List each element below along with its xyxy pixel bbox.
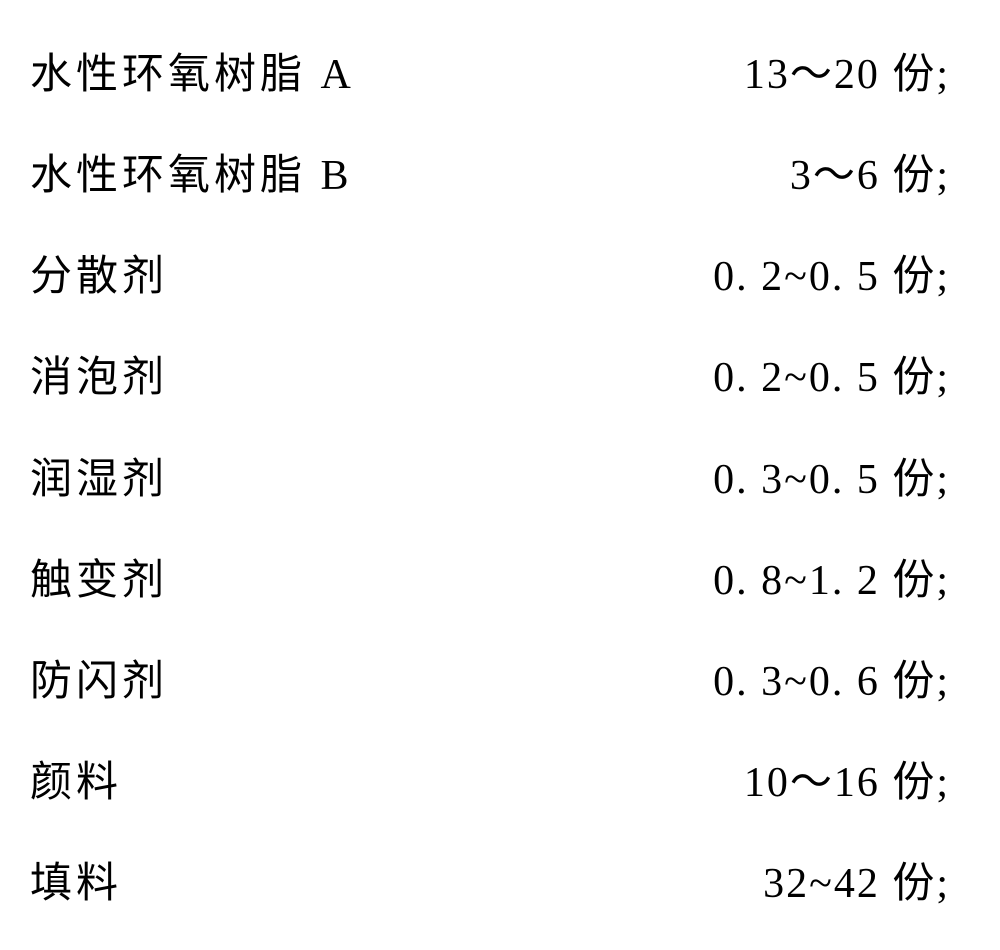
table-row: 防闪剂 0. 3~0. 6 份; xyxy=(30,647,950,708)
ingredient-value: 0. 8~1. 2 份; xyxy=(713,546,950,607)
table-row: 触变剂 0. 8~1. 2 份; xyxy=(30,546,950,607)
ingredient-value: 0. 3~0. 5 份; xyxy=(713,445,950,506)
ingredient-value: 3～6 份; xyxy=(790,141,950,202)
table-row: 分散剂 0. 2~0. 5 份; xyxy=(30,242,950,303)
table-row: 水性环氧树脂 B 3～6 份; xyxy=(30,141,950,202)
ingredient-label: 消泡剂 xyxy=(30,343,168,404)
table-row: 颜料 10～16 份; xyxy=(30,748,950,809)
ingredient-label: 防闪剂 xyxy=(30,647,168,708)
table-row: 润湿剂 0. 3~0. 5 份; xyxy=(30,445,950,506)
table-row: 水性环氧树脂 A 13～20 份; xyxy=(30,40,950,101)
ingredient-label: 填料 xyxy=(30,849,122,910)
ingredient-label: 水性环氧树脂 A xyxy=(30,40,355,101)
ingredient-value: 0. 2~0. 5 份; xyxy=(713,343,950,404)
ingredient-value: 13～20 份; xyxy=(744,40,950,101)
table-row: 填料 32~42 份; xyxy=(30,849,950,910)
ingredient-value: 0. 3~0. 6 份; xyxy=(713,647,950,708)
table-row: 消泡剂 0. 2~0. 5 份; xyxy=(30,343,950,404)
ingredient-value: 10～16 份; xyxy=(744,748,950,809)
ingredient-value: 0. 2~0. 5 份; xyxy=(713,242,950,303)
ingredient-label: 润湿剂 xyxy=(30,445,168,506)
formulation-table: 水性环氧树脂 A 13～20 份; 水性环氧树脂 B 3～6 份; 分散剂 0.… xyxy=(30,40,950,910)
ingredient-label: 分散剂 xyxy=(30,242,168,303)
ingredient-label: 水性环氧树脂 B xyxy=(30,141,353,202)
ingredient-label: 触变剂 xyxy=(30,546,168,607)
ingredient-label: 颜料 xyxy=(30,748,122,809)
ingredient-value: 32~42 份; xyxy=(763,849,950,910)
